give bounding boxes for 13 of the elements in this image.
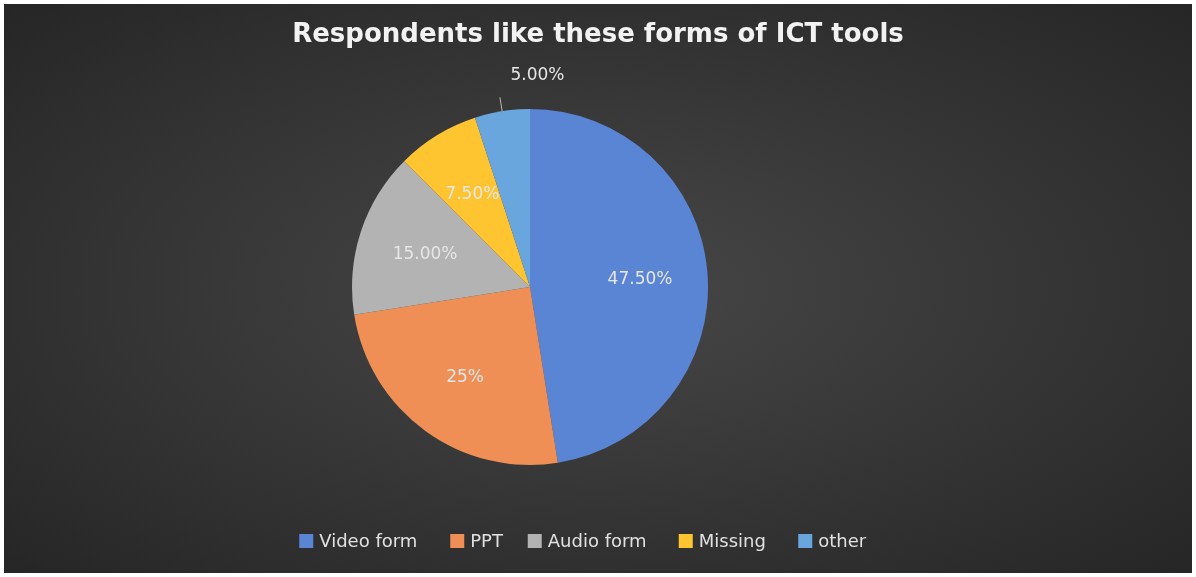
data-label: 5.00% (510, 63, 565, 84)
legend-label: PPT (470, 530, 504, 552)
pie-slice (530, 109, 708, 463)
data-label: 47.50% (607, 268, 673, 289)
legend-label: Video form (319, 530, 418, 552)
chart-title: Respondents like these forms of ICT tools (292, 18, 904, 48)
data-label: 7.50% (445, 182, 500, 203)
legend-label: Audio form (547, 530, 647, 552)
data-label: 25% (446, 366, 485, 387)
pie-slice (354, 287, 558, 465)
legend-label: other (818, 530, 867, 552)
legend-label: Missing (698, 530, 766, 552)
pie-slice (352, 161, 530, 315)
